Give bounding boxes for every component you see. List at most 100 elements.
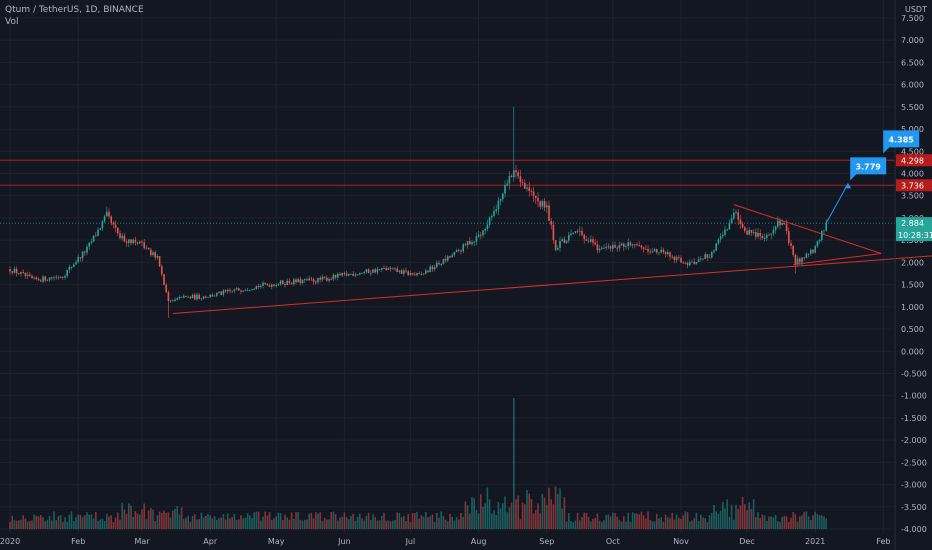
volume-bar: [354, 520, 357, 529]
volume-bar: [141, 509, 143, 529]
candle-body: [579, 230, 581, 232]
volume-bar: [755, 517, 757, 529]
volume-bar: [735, 504, 737, 529]
volume-bar: [715, 511, 717, 529]
volume-bar: [297, 512, 299, 529]
candle-body: [235, 288, 238, 290]
level-badge: [896, 179, 932, 192]
volume-bar: [526, 489, 528, 529]
volume-bar: [772, 517, 775, 529]
candle-body: [249, 289, 251, 291]
candle-body: [612, 245, 614, 249]
volume-bar: [396, 512, 398, 529]
volume-bar: [216, 519, 218, 529]
candle-body: [823, 230, 825, 232]
target-callouts: 3.779 4.385: [850, 130, 920, 181]
volume-bar: [502, 503, 504, 529]
volume-bar: [284, 514, 286, 529]
volume-bar: [486, 487, 489, 529]
volume-bar: [229, 518, 231, 529]
candle-body: [42, 276, 44, 282]
candle-body: [55, 276, 57, 278]
volume-bar: [603, 520, 605, 529]
candle-body: [532, 191, 535, 196]
candle-body: [295, 279, 297, 283]
volume-bar: [99, 519, 101, 529]
volume-bar: [403, 515, 405, 529]
y-unit-label: USDT: [905, 5, 927, 14]
volume-bar: [381, 515, 383, 529]
volume-bar: [343, 512, 346, 529]
candle-body: [535, 195, 537, 198]
candle-body: [416, 273, 418, 276]
volume-bar: [497, 502, 500, 529]
candle-body: [805, 253, 808, 259]
volume-bar: [392, 520, 394, 529]
volume-bar: [337, 520, 339, 529]
candle-body: [763, 238, 766, 239]
candle-body: [768, 234, 770, 236]
candle-body: [165, 284, 167, 293]
volume-bar: [70, 511, 73, 529]
volume-bar: [785, 516, 788, 529]
candle-body: [436, 262, 438, 268]
volume-bar: [112, 522, 115, 529]
volume-bar: [383, 512, 385, 529]
candle-body: [321, 276, 324, 280]
candle-body: [154, 252, 156, 258]
volume-bar: [86, 511, 88, 529]
volume-bar: [794, 514, 797, 529]
volume-bar: [438, 517, 440, 529]
volume-bar: [356, 516, 359, 529]
volume-bar: [464, 501, 467, 529]
candle-body: [667, 252, 669, 255]
volume-bar: [18, 520, 20, 529]
volume-bar: [95, 511, 97, 529]
candle-body: [790, 243, 792, 246]
volume-indicator-label: Vol: [5, 17, 19, 27]
volume-bar: [807, 516, 810, 529]
volume-bar: [425, 512, 427, 529]
volume-bar: [620, 521, 623, 529]
candle-body: [132, 239, 134, 244]
level-badge-label: 3.736: [901, 181, 924, 190]
volume-bar: [68, 514, 71, 529]
target-callout-label: 4.385: [889, 135, 915, 144]
candle-body: [315, 281, 317, 283]
volume-bar: [174, 508, 176, 529]
candle-body: [370, 272, 372, 274]
volume-bar: [713, 504, 715, 529]
candle-body: [92, 235, 95, 242]
volume-bar: [321, 521, 324, 529]
candle-body: [420, 273, 423, 275]
candle-body: [238, 288, 240, 291]
candle-body: [794, 254, 797, 264]
candle-body: [662, 249, 665, 252]
candle-body: [139, 241, 141, 244]
candle-body: [565, 240, 568, 243]
volume-bar: [53, 511, 55, 529]
volume-bar: [62, 521, 64, 529]
candle-body: [359, 272, 361, 275]
candle-body: [363, 271, 365, 274]
volume-bar: [596, 513, 599, 529]
volume-bar: [275, 516, 277, 529]
candle-body: [178, 296, 181, 299]
projection-arrow-head: [844, 183, 852, 189]
volume-bar: [440, 511, 442, 529]
candle-body: [722, 234, 724, 237]
volume-bar: [484, 503, 486, 529]
candle-body: [348, 273, 350, 276]
candle-body: [735, 212, 737, 214]
candle-body: [488, 217, 491, 225]
price-badges: 4.298 3.736 2.884 10:28:31: [896, 154, 932, 242]
volume-bar: [572, 522, 574, 529]
volume-bar: [557, 494, 559, 529]
volume-bar: [638, 514, 640, 529]
volume-bar: [9, 521, 11, 529]
candle-body: [587, 240, 590, 242]
candle-body: [812, 249, 814, 253]
candle-body: [218, 291, 220, 293]
candle-body: [807, 253, 810, 255]
